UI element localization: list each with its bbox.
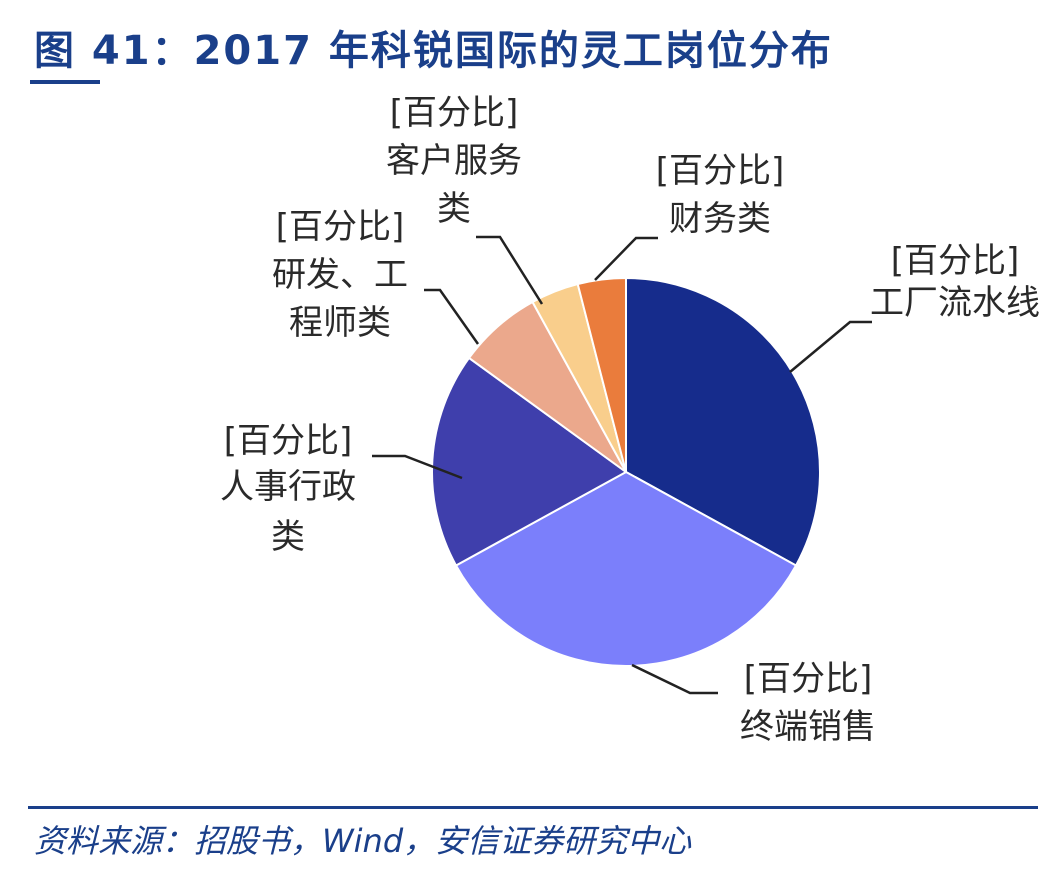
slice-label-3-line-1: 研发、工 (272, 255, 408, 295)
slice-label-1-line-0: [百分比] (744, 659, 873, 699)
source-note: 资料来源：招股书，Wind，安信证券研究中心 (34, 822, 692, 860)
slice-label-0-line-1: 工厂流水线 (870, 283, 1040, 323)
page-title: 图 41：2017 年科锐国际的灵工岗位分布 (34, 28, 833, 74)
slice-label-1-line-1: 终端销售 (740, 707, 876, 747)
pie-chart: [百分比]工厂流水线[百分比]终端销售[百分比]人事行政类[百分比]研发、工程师… (220, 93, 1040, 747)
leader-line-5 (594, 236, 658, 281)
title-underline (30, 80, 100, 84)
pie-slice-0 (625, 276, 821, 567)
leader-lines (372, 235, 872, 695)
slice-label-3-line-0: [百分比] (276, 207, 405, 247)
pie-slice-2 (431, 356, 628, 567)
slice-label-3-line-2: 程师类 (289, 303, 391, 343)
slice-label-4-line-0: [百分比] (390, 93, 519, 133)
slice-label-5-line-1: 财务类 (669, 199, 771, 239)
slice-label-4-line-1: 客户服务 (386, 141, 522, 181)
slice-label-2-line-1: 人事行政 (220, 467, 356, 507)
pie-slice-1 (454, 470, 798, 667)
leader-line-3 (424, 288, 480, 345)
pie-slices (431, 276, 821, 667)
slice-label-0-line-0: [百分比] (891, 241, 1020, 281)
leader-line-0 (789, 320, 872, 373)
leader-line-1 (631, 663, 718, 695)
slice-labels: [百分比]工厂流水线[百分比]终端销售[百分比]人事行政类[百分比]研发、工程师… (220, 93, 1040, 747)
slice-label-4-line-2: 类 (437, 189, 471, 229)
slice-label-2-line-0: [百分比] (224, 421, 353, 461)
leader-line-2 (372, 454, 463, 480)
slice-label-5-line-0: [百分比] (656, 151, 785, 191)
slice-label-2-line-2: 类 (271, 517, 305, 557)
leader-line-4 (476, 235, 544, 305)
pie-slice-5 (576, 276, 627, 473)
footer-rule (28, 806, 1038, 809)
